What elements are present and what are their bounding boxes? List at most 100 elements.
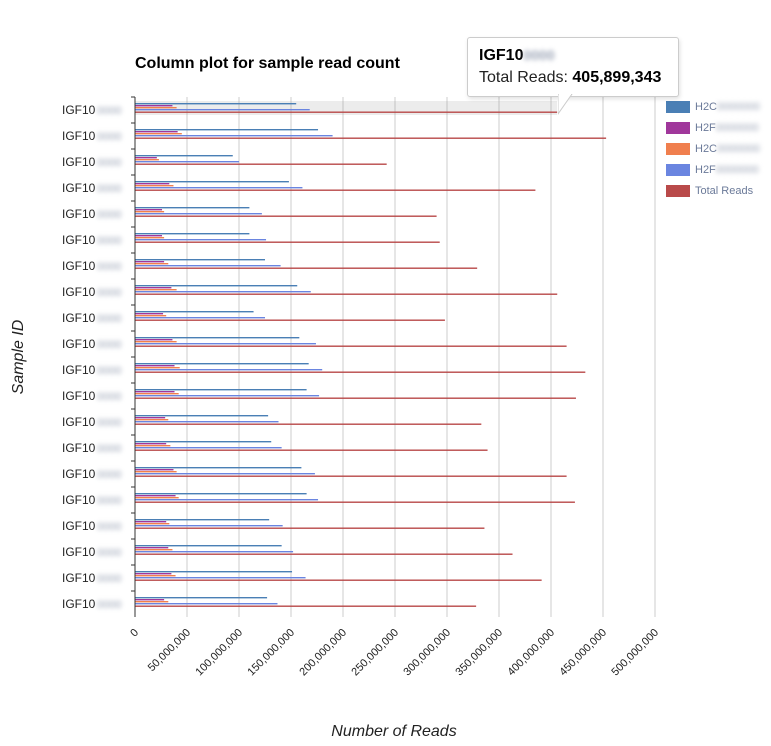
bar-h2f[interactable] (135, 473, 315, 475)
bar-h2f[interactable] (135, 443, 167, 445)
bar-total-reads[interactable] (135, 189, 536, 191)
bar-h2f[interactable] (135, 105, 173, 107)
bar-h2c[interactable] (135, 107, 177, 109)
bar-total-reads[interactable] (135, 267, 478, 269)
bar-total-reads[interactable] (135, 423, 482, 425)
bar-h2c[interactable] (135, 237, 165, 239)
bar-total-reads[interactable] (135, 293, 558, 295)
legend-item-h2f-1[interactable]: H2F 0000000 (666, 117, 760, 138)
bar-h2c[interactable] (135, 129, 319, 131)
bar-h2f[interactable] (135, 135, 333, 137)
bar-h2c[interactable] (135, 233, 250, 235)
bar-h2c[interactable] (135, 103, 297, 105)
bar-h2c[interactable] (135, 363, 309, 365)
bar-h2c[interactable] (135, 519, 270, 521)
bar-h2f[interactable] (135, 313, 164, 315)
bar-h2c[interactable] (135, 211, 165, 213)
bar-h2c[interactable] (135, 601, 169, 603)
bar-h2c[interactable] (135, 445, 171, 447)
bar-h2f[interactable] (135, 131, 178, 133)
bar-h2c[interactable] (135, 337, 300, 339)
bar-h2f[interactable] (135, 521, 167, 523)
bar-h2f[interactable] (135, 343, 316, 345)
bar-h2f[interactable] (135, 551, 294, 553)
bar-h2f[interactable] (135, 317, 265, 319)
bar-h2c[interactable] (135, 311, 254, 313)
bar-h2f[interactable] (135, 209, 163, 211)
bar-h2c[interactable] (135, 185, 174, 187)
bar-total-reads[interactable] (135, 371, 586, 373)
bar-total-reads[interactable] (135, 579, 542, 581)
bar-h2f[interactable] (135, 157, 157, 159)
bar-total-reads[interactable] (135, 501, 575, 503)
bar-h2c[interactable] (135, 571, 293, 573)
bar-h2f[interactable] (135, 239, 267, 241)
bar-total-reads[interactable] (135, 449, 488, 451)
bar-h2c[interactable] (135, 155, 233, 157)
bar-h2c[interactable] (135, 315, 167, 317)
bar-h2f[interactable] (135, 265, 281, 267)
bar-h2c[interactable] (135, 415, 269, 417)
legend-item-h2c-2[interactable]: H2C 0000000 (666, 138, 760, 159)
bar-h2f[interactable] (135, 395, 320, 397)
bar-h2f[interactable] (135, 447, 282, 449)
bar-h2c[interactable] (135, 467, 302, 469)
bar-h2c[interactable] (135, 523, 170, 525)
bar-total-reads[interactable] (135, 111, 558, 113)
bar-h2f[interactable] (135, 213, 262, 215)
bar-h2c[interactable] (135, 471, 177, 473)
bar-h2f[interactable] (135, 573, 172, 575)
bar-h2f[interactable] (135, 525, 283, 527)
bar-h2c[interactable] (135, 389, 307, 391)
bar-h2f[interactable] (135, 599, 165, 601)
bar-total-reads[interactable] (135, 215, 437, 217)
bar-total-reads[interactable] (135, 553, 513, 555)
bar-h2c[interactable] (135, 545, 282, 547)
bar-h2c[interactable] (135, 575, 176, 577)
bar-h2f[interactable] (135, 365, 175, 367)
legend-item-h2c-1[interactable]: H2C 0000000 (666, 96, 760, 117)
bar-total-reads[interactable] (135, 241, 440, 243)
bar-h2f[interactable] (135, 495, 176, 497)
bar-h2f[interactable] (135, 469, 174, 471)
bar-total-reads[interactable] (135, 397, 576, 399)
bar-h2f[interactable] (135, 577, 306, 579)
bar-h2f[interactable] (135, 421, 279, 423)
bar-h2c[interactable] (135, 597, 268, 599)
bar-h2c[interactable] (135, 133, 182, 135)
bar-h2c[interactable] (135, 497, 179, 499)
bar-h2f[interactable] (135, 187, 303, 189)
legend-item-total-reads[interactable]: Total Reads (666, 180, 760, 201)
bar-h2c[interactable] (135, 441, 272, 443)
bar-total-reads[interactable] (135, 475, 567, 477)
bar-h2f[interactable] (135, 417, 166, 419)
bar-h2c[interactable] (135, 341, 177, 343)
bar-h2c[interactable] (135, 259, 265, 261)
bar-total-reads[interactable] (135, 527, 485, 529)
bar-h2f[interactable] (135, 161, 239, 163)
bar-h2f[interactable] (135, 261, 165, 263)
bar-h2f[interactable] (135, 287, 172, 289)
bar-h2c[interactable] (135, 493, 307, 495)
bar-h2c[interactable] (135, 207, 250, 209)
bar-h2c[interactable] (135, 549, 173, 551)
bar-total-reads[interactable] (135, 605, 477, 607)
bar-h2f[interactable] (135, 369, 323, 371)
bar-h2c[interactable] (135, 393, 179, 395)
bar-h2f[interactable] (135, 339, 173, 341)
bar-h2f[interactable] (135, 499, 319, 501)
bar-h2c[interactable] (135, 263, 169, 265)
bar-total-reads[interactable] (135, 319, 445, 321)
bar-total-reads[interactable] (135, 163, 387, 165)
bar-h2c[interactable] (135, 289, 177, 291)
bar-h2f[interactable] (135, 391, 175, 393)
bar-h2c[interactable] (135, 419, 169, 421)
bar-h2f[interactable] (135, 235, 163, 237)
bar-h2f[interactable] (135, 291, 311, 293)
bar-h2f[interactable] (135, 183, 170, 185)
bar-h2f[interactable] (135, 547, 169, 549)
bar-h2f[interactable] (135, 603, 278, 605)
bar-h2c[interactable] (135, 367, 180, 369)
bar-h2c[interactable] (135, 181, 289, 183)
bar-h2c[interactable] (135, 159, 159, 161)
